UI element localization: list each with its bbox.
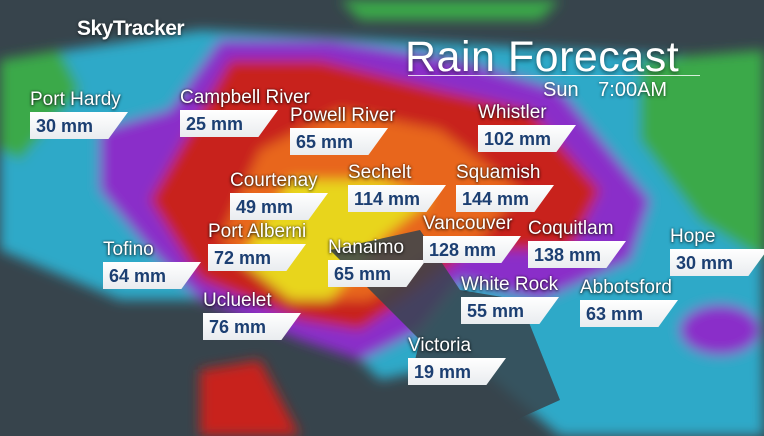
green-north bbox=[340, 0, 560, 20]
location-name: Powell River bbox=[290, 105, 396, 126]
location-courtenay: Courtenay 49 mm bbox=[230, 171, 328, 220]
location-campbell-river: Campbell River 25 mm bbox=[180, 88, 310, 137]
location-name: Vancouver bbox=[423, 213, 513, 234]
location-vancouver: Vancouver 128 mm bbox=[423, 214, 521, 263]
location-hope: Hope 30 mm bbox=[670, 227, 764, 276]
rain-amount: 25 mm bbox=[180, 110, 278, 137]
rain-amount: 19 mm bbox=[408, 358, 506, 385]
location-name: Port Alberni bbox=[208, 221, 307, 242]
location-name: Victoria bbox=[408, 335, 472, 356]
location-sechelt: Sechelt 114 mm bbox=[348, 163, 446, 212]
rain-amount: 128 mm bbox=[423, 236, 521, 263]
rain-amount: 63 mm bbox=[580, 300, 678, 327]
rain-amount: 72 mm bbox=[208, 244, 306, 271]
location-name: Tofino bbox=[103, 239, 154, 260]
rain-amount: 144 mm bbox=[456, 185, 554, 212]
forecast-time: Sun 7:00AM bbox=[543, 79, 667, 102]
rain-amount: 49 mm bbox=[230, 193, 328, 220]
location-name: Ucluelet bbox=[203, 290, 272, 311]
rain-amount: 76 mm bbox=[203, 313, 301, 340]
purple-southeast bbox=[680, 305, 760, 355]
rain-amount: 55 mm bbox=[461, 297, 559, 324]
skytracker-logo: SkyTracker bbox=[77, 17, 185, 40]
rain-amount: 114 mm bbox=[348, 185, 446, 212]
location-powell-river: Powell River 65 mm bbox=[290, 106, 396, 155]
location-victoria: Victoria 19 mm bbox=[408, 336, 506, 385]
green-east bbox=[640, 50, 764, 260]
location-whistler: Whistler 102 mm bbox=[478, 103, 576, 152]
page-title: Rain Forecast bbox=[405, 33, 680, 81]
rain-amount: 102 mm bbox=[478, 125, 576, 152]
forecast-day: Sun bbox=[543, 79, 579, 101]
location-name: White Rock bbox=[461, 274, 559, 295]
rain-amount: 30 mm bbox=[670, 249, 764, 276]
location-squamish: Squamish 144 mm bbox=[456, 163, 554, 212]
location-name: Abbotsford bbox=[580, 277, 672, 298]
rain-amount: 65 mm bbox=[290, 128, 388, 155]
red-south bbox=[200, 360, 300, 436]
title-divider bbox=[408, 75, 700, 76]
location-abbotsford: Abbotsford 63 mm bbox=[580, 278, 678, 327]
forecast-hour: 7:00AM bbox=[598, 79, 668, 101]
location-port-alberni: Port Alberni 72 mm bbox=[208, 222, 306, 271]
location-name: Hope bbox=[670, 226, 716, 247]
rain-amount: 65 mm bbox=[328, 260, 426, 287]
location-coquitlam: Coquitlam 138 mm bbox=[528, 219, 626, 268]
location-name: Courtenay bbox=[230, 170, 318, 191]
location-name: Campbell River bbox=[180, 87, 310, 108]
location-tofino: Tofino 64 mm bbox=[103, 240, 201, 289]
location-name: Coquitlam bbox=[528, 218, 614, 239]
rain-amount: 138 mm bbox=[528, 241, 626, 268]
location-ucluelet: Ucluelet 76 mm bbox=[203, 291, 301, 340]
location-white-rock: White Rock 55 mm bbox=[461, 275, 559, 324]
location-name: Whistler bbox=[478, 102, 547, 123]
location-name: Port Hardy bbox=[30, 89, 121, 110]
rain-amount: 30 mm bbox=[30, 112, 128, 139]
location-port-hardy: Port Hardy 30 mm bbox=[30, 90, 128, 139]
rain-amount: 64 mm bbox=[103, 262, 201, 289]
green-west bbox=[0, 50, 80, 160]
location-nanaimo: Nanaimo 65 mm bbox=[328, 238, 426, 287]
location-name: Squamish bbox=[456, 162, 541, 183]
location-name: Sechelt bbox=[348, 162, 412, 183]
location-name: Nanaimo bbox=[328, 237, 405, 258]
